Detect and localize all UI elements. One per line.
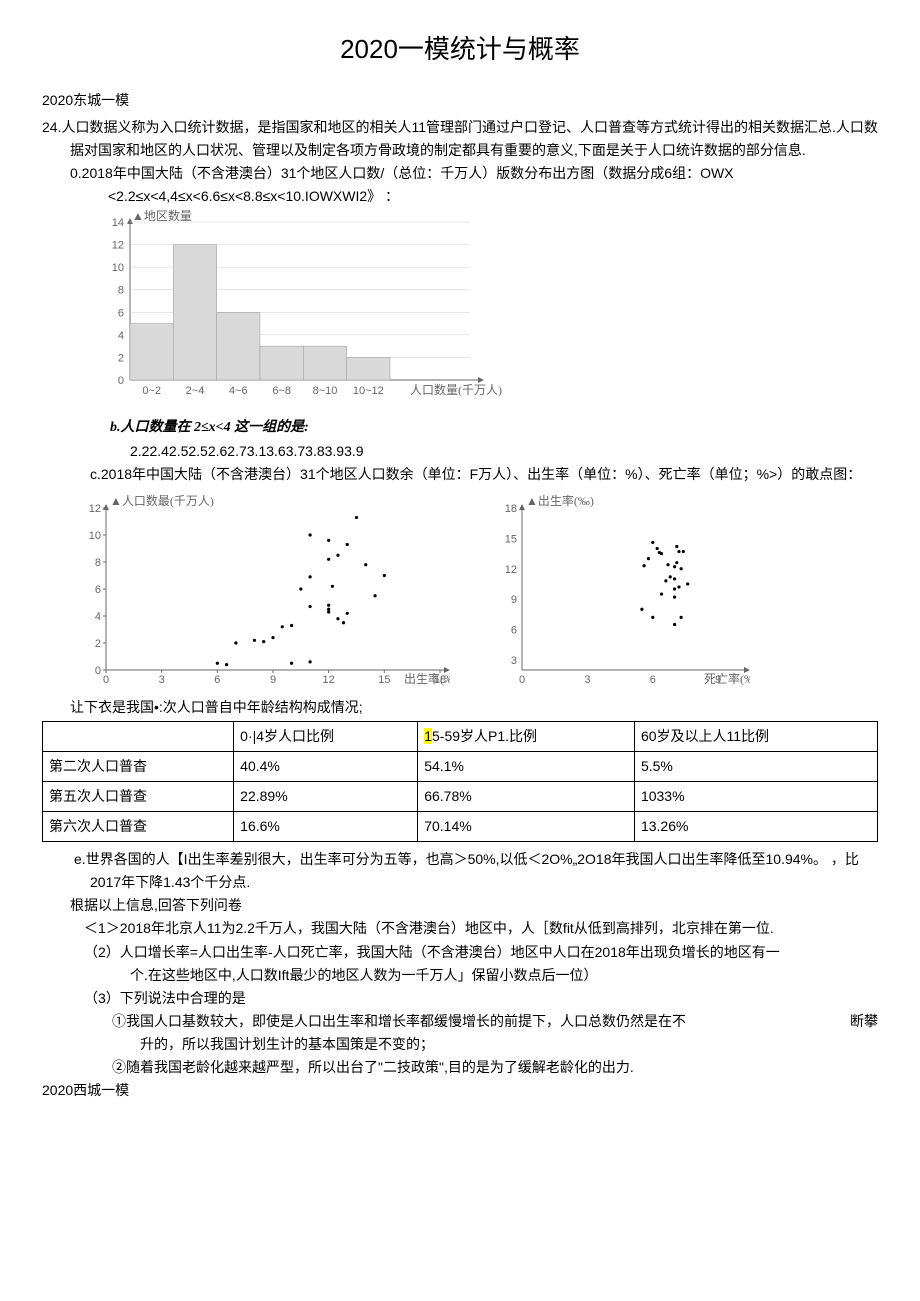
- svg-text:人口数量(千万人): 人口数量(千万人): [410, 382, 502, 397]
- svg-text:0: 0: [103, 674, 109, 686]
- histogram-chart: ▲地区数量 0 2 4 6 8 10 12 14 0~2 2~4 4~6 6~8 8~10 10~12 人口数…: [90, 208, 510, 408]
- svg-text:▲人口数最(千万人): ▲人口数最(千万人): [110, 493, 214, 508]
- q24-stem: 24.人口数据义称为入口统计数据，是指国家和地区的相关人11管理部门通过户口登记…: [42, 116, 878, 162]
- svg-text:9: 9: [511, 594, 517, 606]
- svg-text:死亡率(‰): 死亡率(‰): [704, 671, 750, 686]
- svg-text:15: 15: [378, 674, 390, 686]
- svg-text:0~2: 0~2: [142, 385, 161, 397]
- svg-text:▲地区数量: ▲地区数量: [132, 208, 192, 223]
- q3-opt1-right: 断攀: [790, 1010, 878, 1033]
- svg-text:15: 15: [505, 533, 517, 545]
- svg-text:12: 12: [505, 563, 517, 575]
- svg-text:2: 2: [118, 353, 124, 365]
- q3-opt1-b: 升的，所以我国计划生计的基本国策是不变的；: [84, 1033, 878, 1056]
- svg-text:6: 6: [214, 674, 220, 686]
- svg-text:2~4: 2~4: [186, 385, 205, 397]
- svg-text:12: 12: [112, 240, 124, 252]
- svg-text:6: 6: [511, 624, 517, 636]
- svg-text:6~8: 6~8: [272, 385, 291, 397]
- table-header: [43, 721, 234, 751]
- svg-text:14: 14: [112, 217, 124, 229]
- q3-intro: （3）下列说法中合理的是: [84, 987, 878, 1010]
- svg-text:2: 2: [95, 638, 101, 650]
- table-row: 第六次人口普查16.6%70.14%13.26%: [43, 812, 878, 842]
- svg-text:▲出生率(‰): ▲出生率(‰): [526, 493, 594, 508]
- q2-line2: 个.在这些地区中,人口数Ift最少的地区人数为一千万人」保留小数点后一位）: [84, 964, 878, 987]
- part-b-label: b.人口数量在 2≤x<4 这一组的是:: [110, 420, 309, 435]
- q1-text: ＜1＞2018年北京人11为2.2千万人，我国大陆（不含港澳台）地区中，人［数f…: [84, 917, 878, 940]
- q24-stem-text: 24.人口数据义称为入口统计数据，是指国家和地区的相关人11管理部门通过户口登记…: [42, 116, 878, 162]
- table-header: 0·|4岁人口比例: [234, 721, 418, 751]
- svg-text:0: 0: [118, 375, 124, 387]
- section-1-label: 2020东城一模: [42, 89, 878, 112]
- svg-text:4: 4: [95, 611, 101, 623]
- svg-text:4~6: 4~6: [229, 385, 248, 397]
- svg-text:出生率(‰): 出生率(‰): [404, 671, 450, 686]
- svg-text:0: 0: [519, 674, 525, 686]
- svg-text:10: 10: [112, 263, 124, 275]
- part-d-intro: 让下衣是我国•:次人口普自中年龄结构构成情况;: [42, 696, 878, 719]
- table-row: 第五次人口普查22.89%66.78%1033%: [43, 782, 878, 812]
- q3-opt2: ②随着我国老龄化越来越严型，所以出台了"二技政策",目的是为了缓解老龄化的出力.: [84, 1056, 878, 1079]
- svg-text:6: 6: [118, 308, 124, 320]
- svg-text:10~12: 10~12: [353, 385, 384, 397]
- svg-text:12: 12: [89, 503, 101, 515]
- svg-text:8: 8: [95, 557, 101, 569]
- svg-text:9: 9: [270, 674, 276, 686]
- page-title: 2020一模统计与概率: [42, 28, 878, 71]
- q2-line1: （2）人口增长率=人口出生率-人口死亡率，我国大陆（不含港澳台）地区中人口在20…: [84, 941, 878, 964]
- questions-intro: 根据以上信息,回答下列问卷: [70, 894, 878, 917]
- svg-text:18: 18: [505, 503, 517, 515]
- svg-text:4: 4: [118, 330, 124, 342]
- svg-text:0: 0: [95, 665, 101, 677]
- svg-text:8: 8: [118, 285, 124, 297]
- svg-text:3: 3: [584, 674, 590, 686]
- svg-text:8~10: 8~10: [313, 385, 338, 397]
- section-2-label: 2020西城一模: [42, 1079, 878, 1102]
- table-header: 60岁及以上人11比例: [634, 721, 877, 751]
- scatter-right-chart: ▲出生率(‰)0369369121518死亡率(‰): [490, 492, 750, 692]
- table-header: 15-59岁人P1.比例: [418, 721, 635, 751]
- q3-opt1-a: ①我国人口基数较大，即使是人口出生率和增长率都缓慢增长的前提下，人口总数仍然是在…: [112, 1010, 686, 1033]
- svg-text:3: 3: [511, 655, 517, 667]
- svg-text:10: 10: [89, 530, 101, 542]
- part-c-text: c.2018年中国大陆（不含港澳台）31个地区人口数余（单位：F万人）、出生率（…: [90, 466, 861, 482]
- svg-text:6: 6: [95, 584, 101, 596]
- part-b-data: 2.22.42.52.52.62.73.13.63.73.83.93.9: [70, 440, 878, 463]
- svg-text:6: 6: [650, 674, 656, 686]
- part-e-text: e.世界各国的人【I出生率差别很大，出生率可分为五等，也高＞50%,以低＜2O%…: [74, 851, 859, 890]
- scatter-left-chart: ▲人口数最(千万人)0369121518024681012出生率(‰): [70, 492, 450, 692]
- part-a-line2: <2.2≤x<4,4≤x<6.6≤x<8.8≤x<10.IOWXWI2》 ：: [70, 185, 878, 208]
- svg-text:12: 12: [323, 674, 335, 686]
- part-a-line1: 0.2018年中国大陆（不含港澳台）31个地区人口数/（总位：千万人）版数分布出…: [70, 162, 878, 185]
- table-row: 第二次人口普杳40.4%54.1%5.5%: [43, 751, 878, 781]
- svg-text:3: 3: [159, 674, 165, 686]
- census-table: 0·|4岁人口比例15-59岁人P1.比例60岁及以上人11比例 第二次人口普杳…: [42, 721, 878, 842]
